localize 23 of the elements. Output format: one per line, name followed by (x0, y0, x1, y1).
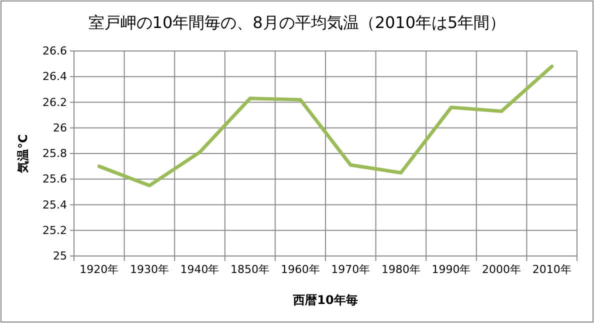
x-tick-label: 1980年 (381, 262, 420, 276)
y-tick-label: 25.2 (42, 224, 67, 237)
x-tick-label: 1970年 (331, 262, 370, 276)
x-tick-label: 2010年 (532, 262, 572, 276)
x-tick-label: 1990年 (432, 262, 471, 276)
y-tick-label: 26.6 (42, 44, 67, 58)
x-tick-label: 1940年 (180, 262, 220, 276)
line-series (97, 64, 554, 188)
x-tick-label: 2000年 (482, 262, 522, 276)
x-tick-label: 1850年 (230, 262, 270, 276)
y-tick-label: 26.4 (42, 70, 67, 84)
y-axis-title: 気温℃ (16, 134, 30, 174)
x-tick-label: 1930年 (130, 262, 169, 276)
chart-title: 室戸岬の10年間毎の、8月の平均気温（2010年は5年間） (88, 13, 506, 32)
y-tick-label: 25 (53, 250, 67, 263)
y-tick-label: 26.2 (42, 96, 67, 109)
y-tick-label: 25.6 (42, 172, 67, 186)
x-tick-label: 1960年 (280, 262, 320, 276)
x-tick-label: 1920年 (80, 262, 119, 276)
y-tick-label: 25.4 (42, 198, 67, 212)
y-tick-label: 25.8 (42, 147, 67, 160)
y-tick-label: 26 (53, 121, 67, 134)
x-axis-title: 西暦10年毎 (292, 293, 358, 307)
